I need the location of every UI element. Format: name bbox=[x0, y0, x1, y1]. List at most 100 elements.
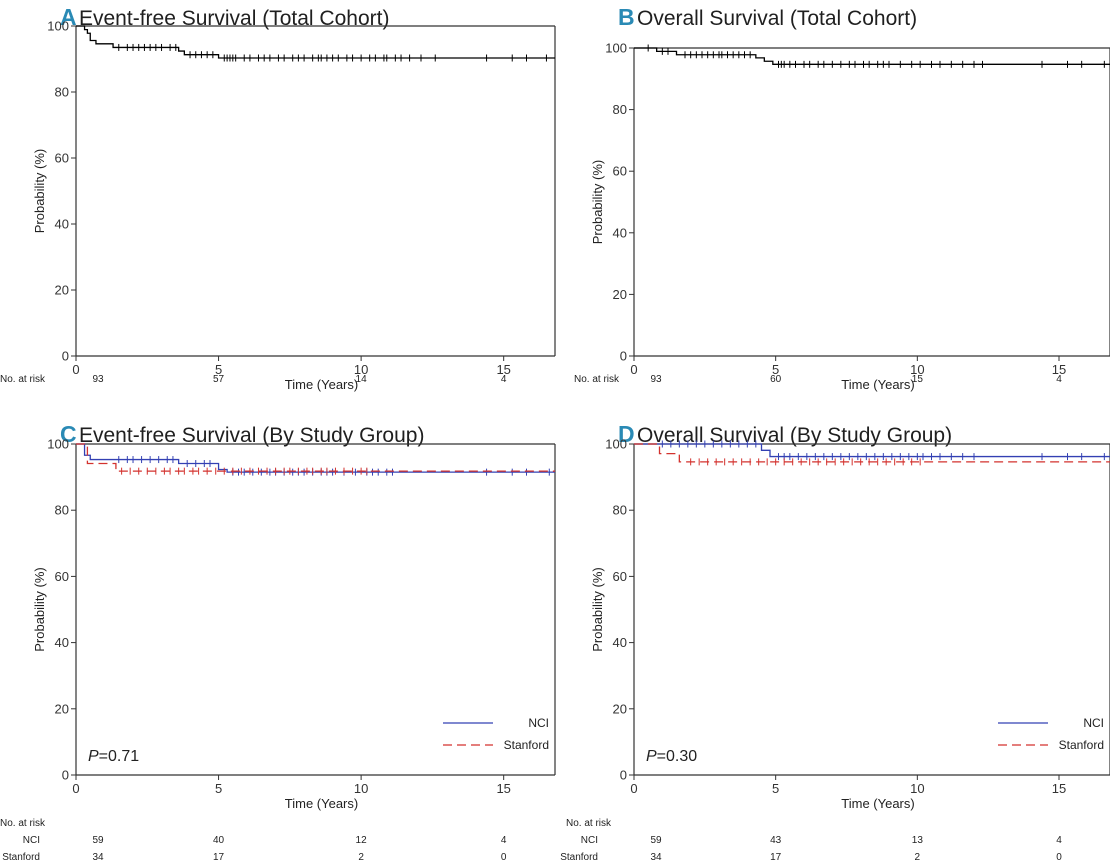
risk-count: 15 bbox=[912, 374, 924, 385]
x-tick-label: 10 bbox=[354, 362, 368, 377]
y-axis-label: Probability (%) bbox=[590, 567, 605, 652]
p-value-prefix: P bbox=[88, 748, 99, 765]
legend-label-nci: NCI bbox=[528, 716, 549, 730]
y-tick-label: 40 bbox=[613, 225, 627, 240]
risk-table-title: No. at risk bbox=[0, 374, 46, 385]
y-tick-label: 20 bbox=[613, 701, 627, 716]
panel-label: D bbox=[618, 421, 635, 447]
y-tick-label: 0 bbox=[62, 349, 69, 364]
legend-label-stanford: Stanford bbox=[1059, 738, 1104, 752]
y-tick-label: 60 bbox=[55, 151, 69, 166]
risk-count: 4 bbox=[1056, 374, 1062, 385]
risk-count: 17 bbox=[213, 852, 225, 863]
risk-count: 43 bbox=[770, 835, 782, 846]
x-tick-label: 0 bbox=[630, 781, 637, 796]
nci-curve bbox=[76, 443, 555, 473]
panel-label: B bbox=[618, 4, 635, 30]
panel-a: A Event-free Survival (Total Cohort)02040… bbox=[0, 4, 556, 392]
p-value: P=0.30 bbox=[646, 748, 697, 765]
y-tick-label: 60 bbox=[613, 164, 627, 179]
risk-count: 14 bbox=[356, 374, 368, 385]
risk-count: 34 bbox=[92, 852, 104, 863]
x-axis-label: Time (Years) bbox=[841, 377, 914, 392]
y-tick-label: 100 bbox=[47, 437, 69, 452]
x-tick-label: 10 bbox=[354, 781, 368, 796]
risk-count: 57 bbox=[213, 374, 225, 385]
y-tick-label: 20 bbox=[55, 283, 69, 298]
risk-table-title: No. at risk bbox=[574, 374, 620, 385]
stanford-curve bbox=[634, 443, 1110, 463]
y-tick-label: 100 bbox=[605, 437, 627, 452]
survival-curve bbox=[76, 25, 555, 59]
risk-count: 12 bbox=[356, 835, 368, 846]
y-tick-label: 100 bbox=[47, 19, 69, 34]
y-axis-label: Probability (%) bbox=[590, 160, 605, 245]
panel-label: A bbox=[60, 4, 77, 30]
risk-count: 4 bbox=[501, 374, 507, 385]
risk-count: 13 bbox=[912, 835, 924, 846]
y-tick-label: 40 bbox=[55, 217, 69, 232]
x-tick-label: 0 bbox=[72, 781, 79, 796]
p-value-number: =0.30 bbox=[657, 748, 698, 765]
risk-count: 59 bbox=[92, 835, 104, 846]
y-tick-label: 60 bbox=[613, 569, 627, 584]
risk-count: 17 bbox=[770, 852, 782, 863]
panel-c: C Event-free Survival (By Study Group)020… bbox=[0, 421, 556, 863]
risk-count: 4 bbox=[501, 835, 507, 846]
x-tick-label: 0 bbox=[72, 362, 79, 377]
x-axis-label: Time (Years) bbox=[285, 377, 358, 392]
y-tick-label: 40 bbox=[613, 635, 627, 650]
p-value-prefix: P bbox=[646, 748, 657, 765]
x-axis-label: Time (Years) bbox=[841, 796, 914, 811]
x-tick-label: 5 bbox=[215, 781, 222, 796]
x-tick-label: 5 bbox=[772, 362, 779, 377]
y-tick-label: 100 bbox=[605, 41, 627, 56]
p-value: P=0.71 bbox=[88, 748, 139, 765]
y-tick-label: 80 bbox=[613, 102, 627, 117]
y-tick-label: 0 bbox=[620, 349, 627, 364]
p-value-number: =0.71 bbox=[99, 748, 140, 765]
x-tick-label: 15 bbox=[496, 781, 510, 796]
risk-row-label: NCI bbox=[23, 835, 40, 846]
y-tick-label: 80 bbox=[55, 85, 69, 100]
panel-b: B Overall Survival (Total Cohort)02040608… bbox=[574, 4, 1110, 392]
x-tick-label: 10 bbox=[910, 362, 924, 377]
risk-table-title: No. at risk bbox=[0, 818, 46, 829]
y-tick-label: 20 bbox=[55, 701, 69, 716]
risk-count: 0 bbox=[1056, 852, 1062, 863]
y-tick-label: 80 bbox=[613, 503, 627, 518]
y-tick-label: 0 bbox=[620, 768, 627, 783]
risk-count: 34 bbox=[650, 852, 662, 863]
y-tick-label: 40 bbox=[55, 635, 69, 650]
x-axis-label: Time (Years) bbox=[285, 796, 358, 811]
risk-count: 60 bbox=[770, 374, 782, 385]
legend-label-nci: NCI bbox=[1083, 716, 1104, 730]
panel-title: Overall Survival (By Study Group) bbox=[637, 424, 952, 447]
risk-count: 40 bbox=[213, 835, 225, 846]
risk-count: 2 bbox=[915, 852, 921, 863]
x-tick-label: 15 bbox=[1052, 362, 1066, 377]
risk-row-label: NCI bbox=[581, 835, 598, 846]
risk-row-label: Stanford bbox=[2, 852, 40, 863]
risk-count: 93 bbox=[650, 374, 662, 385]
risk-count: 59 bbox=[650, 835, 662, 846]
risk-count: 2 bbox=[358, 852, 364, 863]
risk-count: 0 bbox=[501, 852, 507, 863]
panel-d: D Overall Survival (By Study Group)020406… bbox=[560, 421, 1110, 863]
panel-title: Event-free Survival (By Study Group) bbox=[79, 424, 424, 447]
survival-curve bbox=[634, 47, 1110, 65]
nci-curve bbox=[634, 443, 1110, 458]
y-tick-label: 80 bbox=[55, 503, 69, 518]
x-tick-label: 15 bbox=[1052, 781, 1066, 796]
y-axis-label: Probability (%) bbox=[32, 567, 47, 652]
x-tick-label: 15 bbox=[496, 362, 510, 377]
x-tick-label: 5 bbox=[215, 362, 222, 377]
risk-table-title: No. at risk bbox=[566, 818, 612, 829]
panel-label: C bbox=[60, 421, 77, 447]
stanford-curve bbox=[76, 443, 555, 472]
legend-label-stanford: Stanford bbox=[504, 738, 549, 752]
y-tick-label: 20 bbox=[613, 287, 627, 302]
y-tick-label: 60 bbox=[55, 569, 69, 584]
risk-row-label: Stanford bbox=[560, 852, 598, 863]
